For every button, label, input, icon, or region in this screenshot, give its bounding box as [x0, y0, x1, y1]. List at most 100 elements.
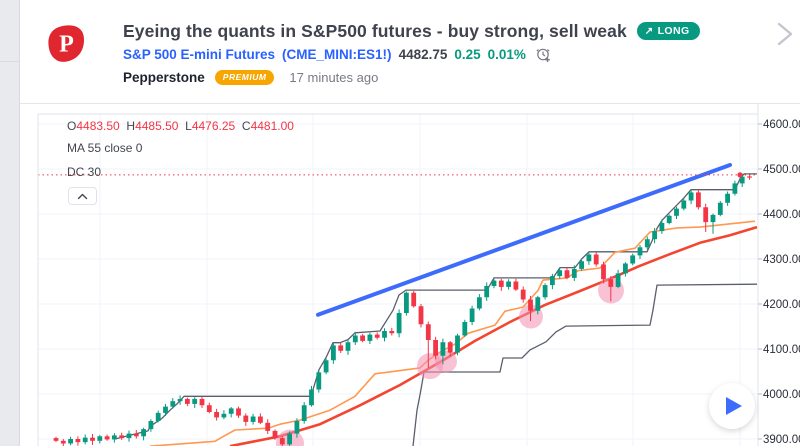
candle-body: [243, 415, 249, 422]
legend-ma-row: MA 55 close 0: [67, 141, 143, 155]
candle-body: [652, 231, 657, 240]
trendline[interactable]: [316, 162, 732, 317]
basis-orange-line: [149, 220, 756, 446]
arrow-up-right-icon: ↗: [644, 25, 654, 37]
add-alert-icon[interactable]: [535, 46, 552, 63]
price-axis-label[interactable]: 4300.00: [763, 254, 800, 266]
candle-body: [236, 408, 241, 416]
candle-body: [440, 342, 446, 356]
candle-body: [367, 334, 373, 341]
candle-body: [477, 297, 482, 309]
price-change: 0.25: [454, 47, 481, 62]
symbol-ticker[interactable]: (CME_MINI:ES1!): [282, 47, 392, 62]
candle-body: [615, 273, 621, 287]
candle-body: [644, 239, 650, 248]
candle-body: [542, 285, 548, 298]
candle-body: [725, 193, 730, 203]
price-axis-label[interactable]: 3900.00: [763, 434, 800, 446]
candle-body: [170, 401, 176, 407]
candle-body: [447, 342, 453, 353]
header-divider: [20, 103, 800, 104]
candle-body: [389, 331, 395, 334]
idea-header: P Eyeing the quants in S&P500 futures - …: [20, 0, 800, 103]
candle-body: [637, 247, 643, 256]
candle-body: [155, 412, 161, 421]
candle-body: [68, 439, 73, 444]
candle-body: [688, 192, 694, 201]
candle-body: [710, 214, 716, 223]
pepperstone-logo[interactable]: P: [47, 24, 86, 63]
candle-body: [425, 324, 431, 340]
publish-time: 17 minutes ago: [289, 69, 379, 85]
page-divider: [0, 61, 19, 62]
ma55-line: [229, 225, 758, 446]
price-axis-label[interactable]: 4600.00: [763, 119, 800, 131]
candle-body: [717, 202, 723, 215]
candle-body: [199, 398, 205, 406]
candle-body: [433, 340, 438, 356]
candle-body: [374, 334, 380, 338]
last-price: 4482.75: [398, 47, 448, 62]
play-button[interactable]: [709, 383, 755, 429]
candle-body: [265, 422, 271, 431]
candle-body: [192, 398, 198, 404]
author-name[interactable]: Pepperstone: [123, 69, 205, 85]
price-axis-label[interactable]: 4000.00: [763, 389, 800, 401]
candle-body: [228, 408, 234, 414]
candle-body: [520, 289, 526, 300]
svg-text:P: P: [59, 32, 74, 58]
candle-body: [404, 292, 409, 313]
candle-body: [491, 280, 497, 286]
candle-body: [703, 207, 709, 223]
candle-body: [82, 437, 88, 443]
price-axis-label[interactable]: 4200.00: [763, 299, 800, 311]
candle-body: [666, 215, 672, 223]
candle-body: [535, 297, 541, 311]
candle-body: [97, 436, 103, 441]
candle-body: [557, 270, 563, 277]
price-axis-label[interactable]: 4500.00: [763, 164, 800, 176]
candle-body: [498, 280, 504, 287]
candle-body: [148, 421, 154, 430]
donchian-upper-line: [114, 173, 757, 440]
legend-ohlc-row: O4483.50 H4485.50 L4476.25 C4481.00: [67, 119, 294, 133]
price-axis-label[interactable]: 4400.00: [763, 209, 800, 221]
candle-body: [462, 322, 468, 336]
candle-body: [382, 331, 387, 338]
candle-body: [747, 176, 752, 178]
candle-body: [608, 279, 614, 287]
price-change-percent: 0.01%: [487, 47, 526, 62]
candle-body: [301, 405, 307, 421]
candle-body: [185, 398, 190, 404]
price-chart[interactable]: 4600.00 4500.00 4400.00 4300.00 4200.00 4100.…: [20, 0, 800, 446]
candle-body: [177, 398, 183, 402]
candle-body: [119, 435, 125, 439]
candle-body: [309, 389, 314, 406]
symbol-link[interactable]: S&P 500 E-mini Futures: [123, 47, 276, 62]
candle-body: [60, 440, 66, 444]
candle-body: [345, 342, 351, 351]
candle-body: [484, 286, 490, 298]
candle-body: [579, 261, 584, 269]
candle-body: [163, 406, 168, 413]
candle-body: [586, 254, 592, 262]
candle-body: [294, 421, 300, 434]
candle-body: [455, 335, 460, 353]
price-axis-label[interactable]: 4100.00: [763, 344, 800, 356]
candle-body: [739, 176, 745, 184]
idea-card: 4600.00 4500.00 4400.00 4300.00 4200.00 4100.…: [20, 0, 800, 446]
candle-body: [528, 299, 533, 311]
candle-body: [279, 438, 285, 445]
candle-body: [659, 223, 665, 232]
candle-body: [571, 268, 577, 278]
candle-body: [623, 263, 628, 274]
candle-body: [53, 438, 59, 441]
candle-body: [630, 255, 636, 264]
event-marker-circle: [435, 350, 457, 373]
legend-collapse-button[interactable]: [68, 187, 97, 205]
legend-dc-row: DC 30: [67, 165, 102, 179]
candle-body: [696, 192, 701, 208]
idea-title[interactable]: Eyeing the quants in S&P500 futures - bu…: [123, 20, 627, 41]
candle-body: [214, 412, 219, 418]
chevron-right-icon[interactable]: [774, 20, 796, 48]
